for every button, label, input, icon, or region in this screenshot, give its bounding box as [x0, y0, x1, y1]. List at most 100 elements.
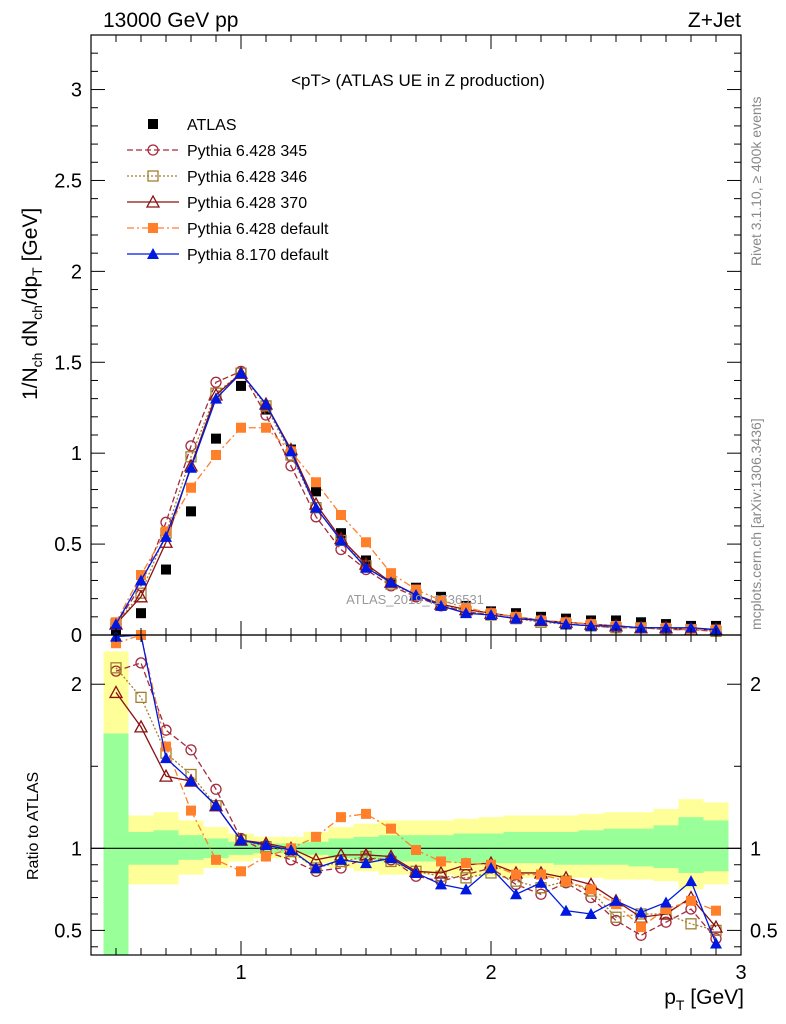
main-data-point	[186, 482, 196, 493]
mcplots-label: mcplots.cern.ch [arXiv:1306.3436]	[748, 418, 764, 630]
ratio-y-tick-label-right: 2	[750, 674, 761, 696]
main-data-point	[160, 530, 172, 542]
main-data-point	[161, 564, 171, 575]
main-data-point	[460, 607, 472, 619]
band-green-bin	[628, 828, 654, 867]
energy-label: 13000 GeV pp	[103, 9, 238, 32]
ratio-data-point	[535, 876, 547, 888]
ratio-data-point	[108, 685, 124, 699]
main-data-point	[485, 609, 497, 620]
main-data-point	[311, 477, 321, 488]
main-series-5	[110, 367, 722, 635]
x-tick-label: 1	[235, 962, 246, 984]
main-series-group	[108, 365, 724, 638]
ratio-series-3	[111, 630, 721, 933]
ratio-data-point	[185, 775, 197, 787]
main-data-point	[236, 380, 246, 391]
rivet-label: Rivet 3.1.10, ≥ 400k events	[748, 96, 764, 266]
process-label: Z+Jet	[688, 9, 741, 32]
ratio-uncertainty-band	[103, 651, 729, 955]
ratio-data-point	[111, 638, 121, 649]
legend-label: Pythia 6.428 default	[187, 221, 329, 238]
ratio-data-point	[210, 783, 222, 795]
ratio-data-point	[186, 805, 196, 816]
main-data-point	[535, 614, 547, 626]
main-data-point	[385, 576, 397, 588]
ratio-y-tick-label-left: 1	[71, 838, 82, 860]
ratio-data-point	[260, 839, 272, 851]
x-tick-label: 2	[485, 962, 496, 984]
ratio-data-point	[135, 657, 147, 669]
main-y-tick-label: 1	[71, 443, 82, 465]
main-data-point	[186, 506, 196, 517]
band-green-bin	[603, 828, 629, 865]
ratio-series-4	[110, 630, 722, 949]
ratio-data-point	[510, 888, 522, 900]
ratio-data-point	[160, 752, 172, 764]
band-green-bin	[103, 733, 129, 955]
legend-label: Pythia 8.170 default	[187, 247, 329, 264]
ratio-data-point	[158, 768, 174, 782]
band-green-bin	[578, 830, 604, 865]
ratio-y-tick-label-left: 0.5	[54, 920, 82, 942]
ratio-series-line	[115, 634, 717, 928]
ratio-series-1	[110, 662, 722, 937]
ratio-data-point	[211, 854, 221, 865]
legend-entry: Pythia 6.428 default	[127, 221, 329, 238]
ratio-data-point	[635, 906, 647, 918]
main-data-point	[210, 376, 222, 388]
ratio-data-point	[261, 851, 271, 862]
ratio-data-point	[535, 888, 547, 900]
legend-entry: ATLAS	[148, 117, 237, 134]
main-data-point	[410, 589, 422, 600]
x-tick-labels: 1 2 3	[235, 962, 746, 984]
main-data-point	[210, 392, 222, 404]
ratio-data-point	[110, 662, 122, 674]
main-data-point	[585, 619, 597, 631]
main-y-axis-label: 1/Nch dNch/dpT [GeV]	[19, 208, 45, 400]
main-data-point	[336, 510, 346, 520]
band-green-bin	[653, 825, 679, 869]
x-axis-label: pT [GeV]	[664, 986, 744, 1013]
ratio-data-point	[685, 918, 697, 930]
ratio-data-point	[686, 895, 696, 906]
main-y-tick-label: 1.5	[54, 352, 82, 374]
main-data-point	[211, 433, 221, 444]
ratio-y-tick-label-right: 0.5	[750, 920, 778, 942]
main-title: <pT> (ATLAS UE in Z production)	[291, 71, 545, 90]
ratio-data-point	[435, 878, 447, 890]
main-data-point	[185, 461, 197, 473]
main-data-point	[360, 561, 372, 573]
main-data-point	[260, 398, 272, 410]
ratio-series-line	[115, 667, 717, 932]
main-data-point	[335, 534, 347, 546]
ratio-data-point	[661, 904, 671, 915]
legend-entry: Pythia 6.428 346	[127, 169, 307, 186]
ratio-data-point	[236, 866, 246, 877]
ratio-data-point	[660, 916, 672, 928]
ratio-y-tick-labels: 0.5 0.5 1 1 2 2	[54, 674, 778, 942]
ratio-data-point	[133, 719, 149, 733]
legend-marker	[147, 170, 159, 182]
main-data-point	[135, 587, 147, 599]
band-green-bin	[528, 831, 554, 864]
ratio-data-point	[410, 866, 422, 878]
main-data-point	[386, 568, 396, 579]
legend-label: Pythia 6.428 370	[187, 195, 307, 212]
main-data-point	[185, 440, 197, 452]
ratio-data-point	[660, 896, 672, 908]
legend-label: ATLAS	[187, 117, 237, 134]
ratio-data-point	[536, 869, 546, 880]
ratio-data-point	[636, 922, 646, 933]
main-data-point	[660, 621, 672, 633]
ratio-axes-frame	[90, 634, 742, 956]
ratio-data-point	[285, 843, 297, 855]
ratio-data-point	[336, 812, 346, 823]
legend-marker	[148, 119, 158, 129]
ratio-data-point	[586, 884, 596, 895]
x-tick-label: 3	[735, 962, 746, 984]
legend-entry: Pythia 6.428 370	[127, 194, 307, 212]
ratio-data-point	[210, 799, 222, 811]
ratio-data-point	[460, 883, 472, 895]
